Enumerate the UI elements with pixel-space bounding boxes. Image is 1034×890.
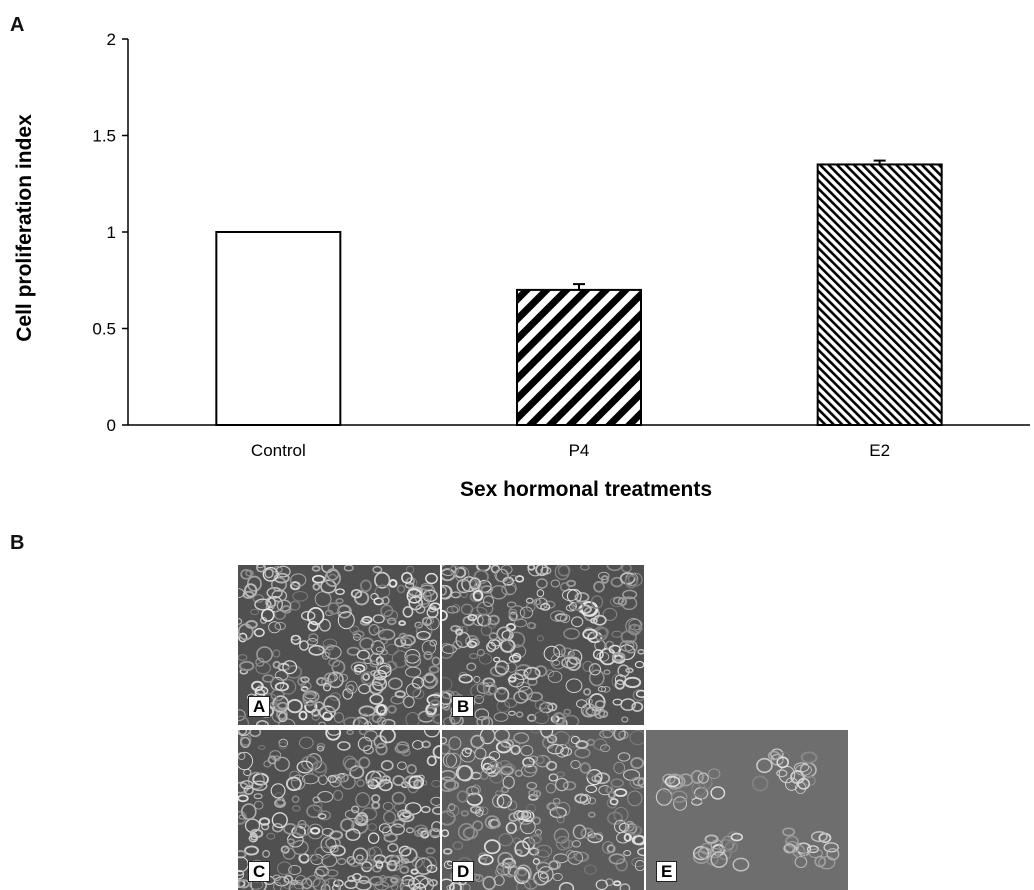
y-tick-label: 1 (107, 223, 116, 242)
micrograph-label: A (248, 696, 270, 717)
x-tick-label: Control (251, 441, 306, 460)
x-axis: Control P4 E2 (128, 425, 1030, 460)
bar-p4 (517, 290, 641, 425)
y-tick-label: 1.5 (92, 127, 116, 146)
panel-b-letter: B (10, 532, 24, 555)
micrograph-label: B (452, 696, 474, 717)
micrograph-a: A (238, 565, 440, 725)
y-axis: 0 0.5 1 1.5 2 (92, 30, 128, 435)
micrograph-d: D (442, 730, 644, 890)
micrograph-label: D (452, 861, 474, 882)
y-axis-label: Cell proliferation index (13, 114, 36, 342)
x-tick-label: E2 (869, 441, 890, 460)
micrograph-grid: A B C D E (236, 565, 848, 886)
micrograph-e: E (646, 730, 848, 890)
micrograph-label: E (656, 861, 677, 882)
y-tick-label: 2 (107, 30, 116, 49)
micrograph-label: C (248, 861, 270, 882)
bar-e2 (818, 164, 942, 425)
bars (216, 161, 941, 425)
y-tick-label: 0 (107, 416, 116, 435)
micrograph-b: B (442, 565, 644, 725)
y-tick-label: 0.5 (92, 320, 116, 339)
x-axis-label: Sex hormonal treatments (460, 478, 712, 501)
micrograph-c: C (238, 730, 440, 890)
bar-chart: 0 0.5 1 1.5 2 Control P4 E2 Cell proliferation… (0, 0, 1034, 520)
bar-control (216, 232, 340, 425)
x-tick-label: P4 (569, 441, 590, 460)
